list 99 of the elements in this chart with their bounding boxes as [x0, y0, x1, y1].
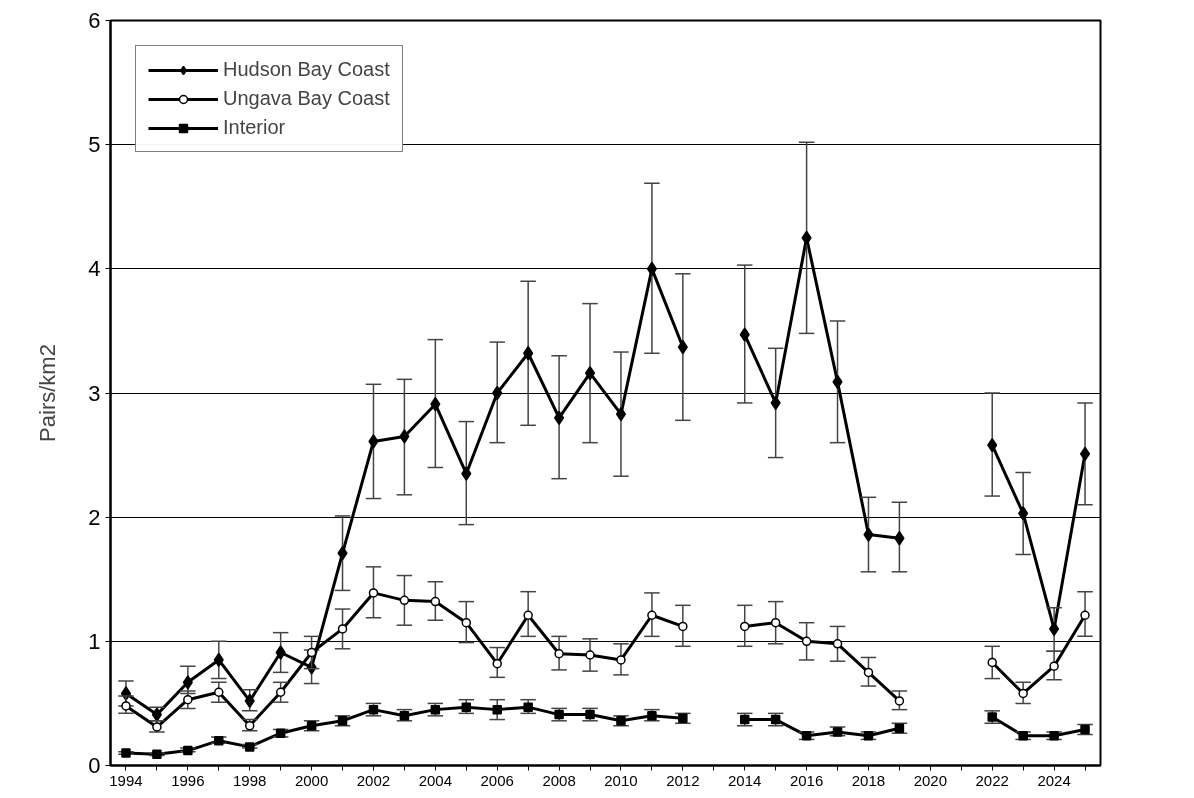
point	[647, 610, 657, 620]
x-tick-label: 2018	[851, 771, 886, 789]
x-tick-label: 2012	[666, 771, 700, 789]
x-tick-label: 1996	[171, 771, 205, 789]
x-tick-label: 2008	[542, 771, 576, 789]
point	[678, 621, 688, 632]
point	[832, 639, 843, 649]
point	[121, 701, 131, 711]
x-tick-label: 1998	[233, 771, 267, 789]
point	[368, 588, 379, 598]
point	[585, 650, 595, 660]
point	[585, 709, 595, 720]
point	[337, 624, 348, 634]
point	[584, 365, 596, 381]
point	[615, 406, 627, 422]
point	[151, 707, 162, 722]
point	[368, 434, 379, 449]
point	[523, 346, 534, 361]
point	[214, 687, 224, 697]
point	[1080, 724, 1090, 735]
point	[894, 531, 905, 546]
point	[1018, 730, 1028, 741]
point	[275, 728, 286, 738]
point	[894, 696, 905, 706]
point	[152, 749, 162, 760]
point	[1079, 446, 1091, 462]
legend-label: Hudson Bay Coast	[223, 58, 390, 81]
point	[399, 429, 410, 444]
point	[121, 748, 131, 758]
y-tick-label: 2	[88, 504, 101, 530]
x-tick-label: 2020	[913, 771, 948, 789]
point	[554, 709, 564, 720]
point	[616, 655, 626, 665]
x-tick-label: 2004	[418, 771, 453, 789]
point	[182, 675, 193, 690]
point	[1018, 506, 1029, 521]
point	[770, 617, 781, 628]
point	[863, 527, 874, 542]
point	[461, 466, 472, 481]
point	[647, 711, 657, 721]
point	[616, 716, 626, 726]
point	[987, 712, 997, 722]
y-tick-label: 5	[88, 132, 101, 158]
point	[554, 649, 564, 659]
x-tick-label: 2016	[789, 771, 824, 789]
point	[399, 595, 410, 606]
y-axis-title: Pairs/km2	[35, 344, 61, 442]
point	[244, 721, 255, 731]
point	[430, 704, 441, 715]
point	[152, 722, 162, 732]
point	[770, 714, 781, 725]
y-tick-label: 4	[88, 256, 101, 282]
point	[306, 721, 317, 731]
point	[368, 704, 379, 715]
point	[832, 727, 843, 737]
point	[678, 713, 688, 724]
y-tick-label: 3	[88, 380, 101, 406]
y-tick-label: 0	[88, 753, 101, 778]
point	[275, 687, 286, 697]
point	[275, 645, 286, 660]
point	[894, 723, 905, 733]
point	[801, 636, 812, 647]
point	[739, 621, 750, 632]
point	[1018, 688, 1028, 699]
x-tick-label: 2002	[356, 771, 391, 789]
point	[492, 658, 502, 669]
point	[430, 596, 441, 607]
point	[801, 730, 812, 741]
x-tick-label: 2010	[604, 771, 638, 789]
point	[492, 704, 502, 715]
point	[461, 617, 472, 628]
point	[863, 667, 874, 678]
point	[1049, 730, 1059, 741]
point	[183, 694, 193, 705]
point	[306, 647, 317, 658]
point	[461, 702, 472, 712]
point	[399, 711, 410, 721]
y-tick-label: 1	[88, 628, 101, 654]
x-tick-label: 2006	[480, 771, 514, 789]
point	[739, 327, 750, 342]
x-tick-label: 2022	[975, 771, 1009, 789]
legend-label: Ungava Bay Coast	[223, 87, 390, 110]
point	[244, 742, 255, 752]
x-tick-label: 2014	[728, 771, 762, 789]
point	[214, 735, 224, 746]
point	[739, 714, 750, 725]
legend-label: Interior	[223, 116, 286, 139]
x-tick-label: 1994	[109, 771, 143, 789]
point	[987, 657, 997, 668]
point	[863, 730, 874, 741]
x-tick-label: 2000	[294, 771, 329, 789]
x-tick-label: 2024	[1037, 771, 1071, 789]
y-tick-label: 6	[88, 8, 101, 33]
point	[523, 610, 533, 620]
point	[337, 716, 348, 726]
point	[1049, 661, 1059, 671]
point	[523, 702, 533, 712]
point	[1080, 610, 1090, 620]
point	[183, 745, 193, 756]
